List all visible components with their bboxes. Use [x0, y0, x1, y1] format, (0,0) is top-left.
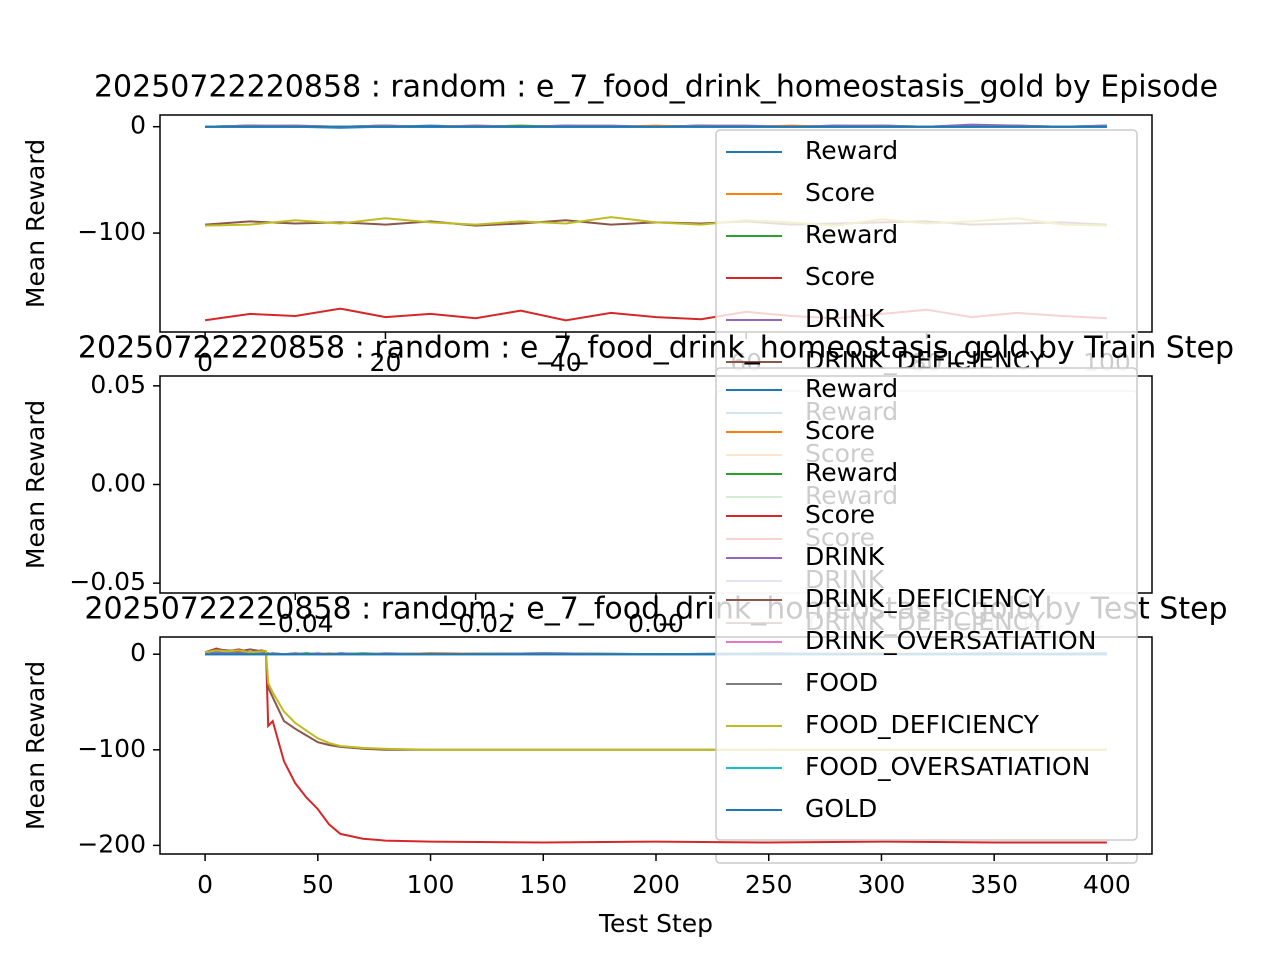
- y-axis-label: Mean Reward: [21, 139, 50, 308]
- legend-label: Score: [805, 500, 875, 529]
- x-tick-label: 20: [370, 348, 402, 377]
- y-tick-label: 0.05: [90, 370, 146, 399]
- y-tick-label: 0: [130, 638, 146, 667]
- y-tick-label: −100: [77, 734, 146, 763]
- legend-label: FOOD_DEFICIENCY: [805, 710, 1040, 739]
- x-tick-label: 0: [197, 348, 213, 377]
- x-tick-label: 0: [197, 870, 213, 899]
- legend-label: FOOD: [805, 668, 878, 697]
- legend-label: Score: [805, 178, 875, 207]
- y-tick-label: −0.05: [69, 567, 146, 596]
- y-tick-label: 0: [130, 111, 146, 140]
- legend-label: DRINK: [805, 542, 885, 571]
- x-tick-label: 400: [1083, 870, 1131, 899]
- x-tick-label: 100: [407, 870, 455, 899]
- x-tick-label: 40: [550, 348, 582, 377]
- x-tick-label: 350: [970, 870, 1018, 899]
- legend-label: Reward: [805, 458, 898, 487]
- x-tick-label: 0.00: [628, 609, 684, 638]
- legend-label: GOLD: [805, 794, 877, 823]
- legend-label: DRINK: [805, 304, 885, 333]
- legend-label: FOOD_OVERSATIATION: [805, 752, 1090, 781]
- y-tick-label: −200: [77, 829, 146, 858]
- x-tick-label: −0.04: [257, 609, 334, 638]
- legend-label: Reward: [805, 136, 898, 165]
- series-line: [204, 649, 1107, 751]
- legend-label: Reward: [805, 374, 898, 403]
- legend-box: [715, 367, 1138, 841]
- plot-frame: [159, 114, 1153, 333]
- legend-label: DRINK_DEFICIENCY: [805, 584, 1046, 613]
- y-axis-label: Mean Reward: [21, 400, 50, 569]
- chart-title: 20250722220858 : random : e_7_food_drink…: [78, 331, 1234, 366]
- x-axis-label: Test Step: [598, 909, 713, 938]
- legend-label: Reward: [805, 220, 898, 249]
- plot-frame: [159, 636, 1153, 855]
- x-tick-label: 300: [858, 870, 906, 899]
- legend-label: Score: [805, 416, 875, 445]
- x-tick-label: −0.02: [437, 609, 514, 638]
- y-tick-label: −100: [77, 217, 146, 246]
- y-tick-label: 0.00: [90, 469, 146, 498]
- y-axis-label: Mean Reward: [21, 661, 50, 830]
- chart-title: 20250722220858 : random : e_7_food_drink…: [94, 70, 1218, 105]
- x-tick-label: 200: [632, 870, 680, 899]
- plot-frame: [159, 375, 1153, 594]
- x-tick-label: 50: [302, 870, 334, 899]
- legend-label: Score: [805, 262, 875, 291]
- x-tick-label: 250: [745, 870, 793, 899]
- legend-label: DRINK_OVERSATIATION: [805, 626, 1096, 655]
- x-tick-label: 150: [519, 870, 567, 899]
